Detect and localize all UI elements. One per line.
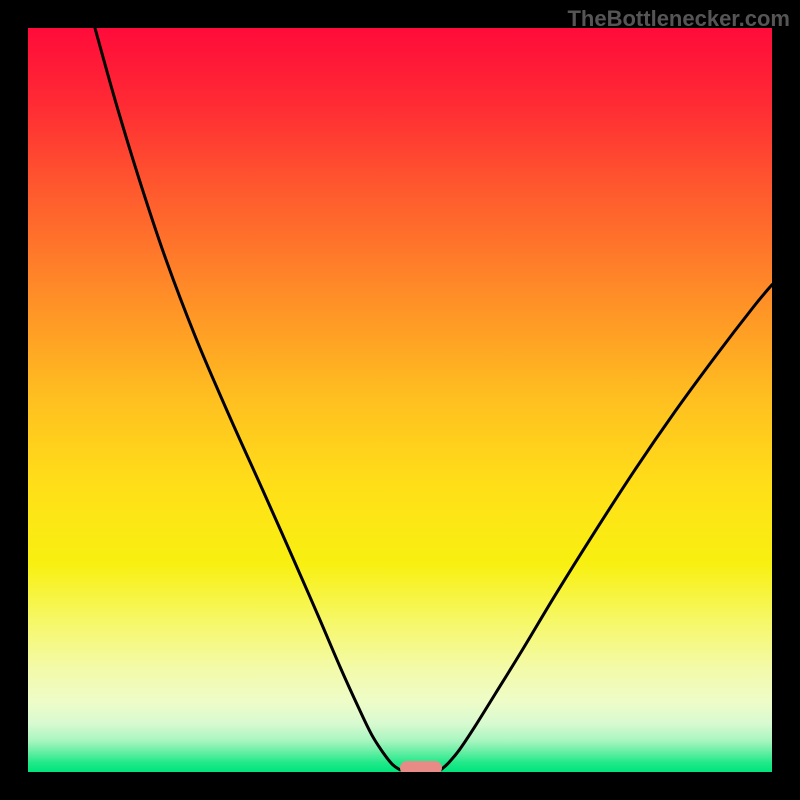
chart-container: TheBottlenecker.com xyxy=(0,0,800,800)
minimum-marker xyxy=(400,761,442,772)
bottleneck-curve xyxy=(28,28,772,772)
plot-area xyxy=(28,28,772,772)
attribution-text: TheBottlenecker.com xyxy=(567,6,790,32)
